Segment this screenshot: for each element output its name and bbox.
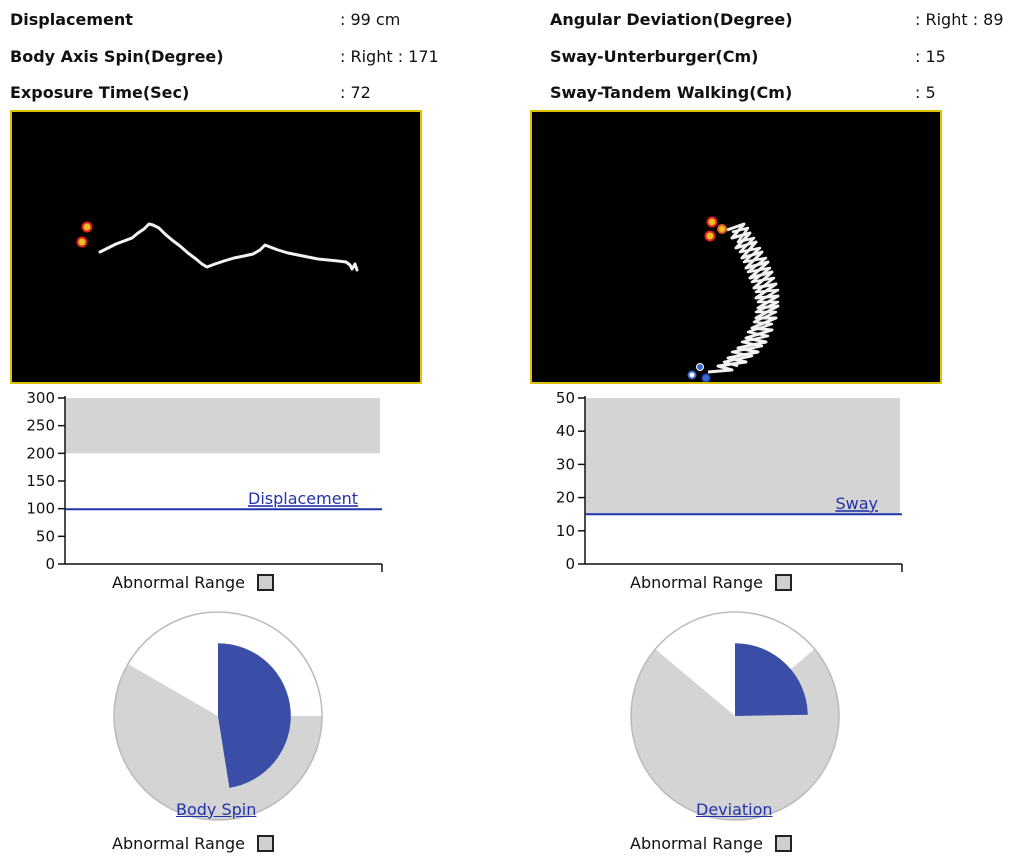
- y-tick-label: 10: [556, 522, 575, 540]
- abnormal-range-swatch: [774, 835, 792, 852]
- abnormal-range-label: Abnormal Range: [630, 834, 763, 853]
- y-tick-label: 50: [36, 527, 55, 545]
- start-marker: [717, 224, 727, 234]
- angular-deviation-value: : Right : 89: [915, 10, 1004, 29]
- body-spin-link[interactable]: Body Spin: [176, 800, 257, 819]
- start-marker: [706, 216, 718, 228]
- deviation-link[interactable]: Deviation: [696, 800, 773, 819]
- abnormal-range-legend: Abnormal Range: [112, 573, 274, 592]
- y-tick-label: 20: [556, 489, 575, 507]
- abnormal-range-label: Abnormal Range: [630, 573, 763, 592]
- exposure-time-value: : 72: [340, 83, 371, 102]
- displacement-label: Displacement: [10, 10, 133, 29]
- start-marker: [81, 221, 93, 233]
- sway-tandem-label: Sway-Tandem Walking(Cm): [550, 83, 793, 102]
- sway-chart: 0 10 20 30 40 50 Sway: [556, 389, 903, 573]
- sway-trajectory-path: [707, 222, 780, 374]
- angular-deviation-label: Angular Deviation(Degree): [550, 10, 793, 29]
- y-tick-label: 150: [26, 472, 55, 490]
- abnormal-range-legend: Abnormal Range: [112, 834, 274, 853]
- y-tick-label: 50: [556, 389, 575, 407]
- abnormal-range-band: [65, 398, 380, 454]
- walk-trajectory-canvas: [10, 110, 422, 384]
- y-tick-label: 300: [26, 389, 55, 407]
- value-slice: [218, 643, 291, 788]
- y-tick-label: 0: [565, 555, 575, 573]
- y-tick-label: 100: [26, 500, 55, 518]
- sway-trajectory-canvas: [530, 110, 942, 384]
- exposure-time-label: Exposure Time(Sec): [10, 83, 190, 102]
- abnormal-range-band: [585, 398, 900, 515]
- sway-tandem-value: : 5: [915, 83, 936, 102]
- start-marker: [76, 236, 88, 248]
- sway-trajectory-path: [722, 226, 780, 368]
- abnormal-range-swatch: [256, 835, 274, 852]
- y-tick-label: 0: [45, 555, 55, 573]
- y-tick-label: 250: [26, 417, 55, 435]
- value-slice: [735, 643, 808, 716]
- y-tick-label: 40: [556, 422, 575, 440]
- abnormal-range-legend: Abnormal Range: [630, 834, 792, 853]
- pie-outline: [630, 611, 840, 821]
- walk-trajectory-path: [98, 222, 359, 272]
- abnormal-range-swatch: [256, 574, 274, 591]
- abnormal-range-legend: Abnormal Range: [630, 573, 792, 592]
- y-tick-label: 200: [26, 444, 55, 462]
- abnormal-range-label: Abnormal Range: [112, 573, 245, 592]
- series-label: Sway: [835, 494, 878, 513]
- displacement-value: : 99 cm: [340, 10, 401, 29]
- end-marker: [701, 373, 711, 382]
- y-tick-label: 30: [556, 455, 575, 473]
- displacement-chart: 0 50 100 150 200 250 300 Displacement: [26, 389, 383, 573]
- body-axis-spin-value: : Right : 171: [340, 47, 439, 66]
- end-marker: [687, 370, 697, 380]
- sway-unterburger-label: Sway-Unterburger(Cm): [550, 47, 759, 66]
- sway-unterburger-value: : 15: [915, 47, 946, 66]
- abnormal-range-label: Abnormal Range: [112, 834, 245, 853]
- body-spin-pie: [113, 611, 323, 821]
- end-marker: [696, 363, 704, 371]
- deviation-pie: [630, 611, 840, 821]
- start-marker: [704, 230, 716, 242]
- series-label: Displacement: [248, 489, 358, 508]
- abnormal-range-swatch: [774, 574, 792, 591]
- body-axis-spin-label: Body Axis Spin(Degree): [10, 47, 224, 66]
- pie-outline: [113, 611, 323, 821]
